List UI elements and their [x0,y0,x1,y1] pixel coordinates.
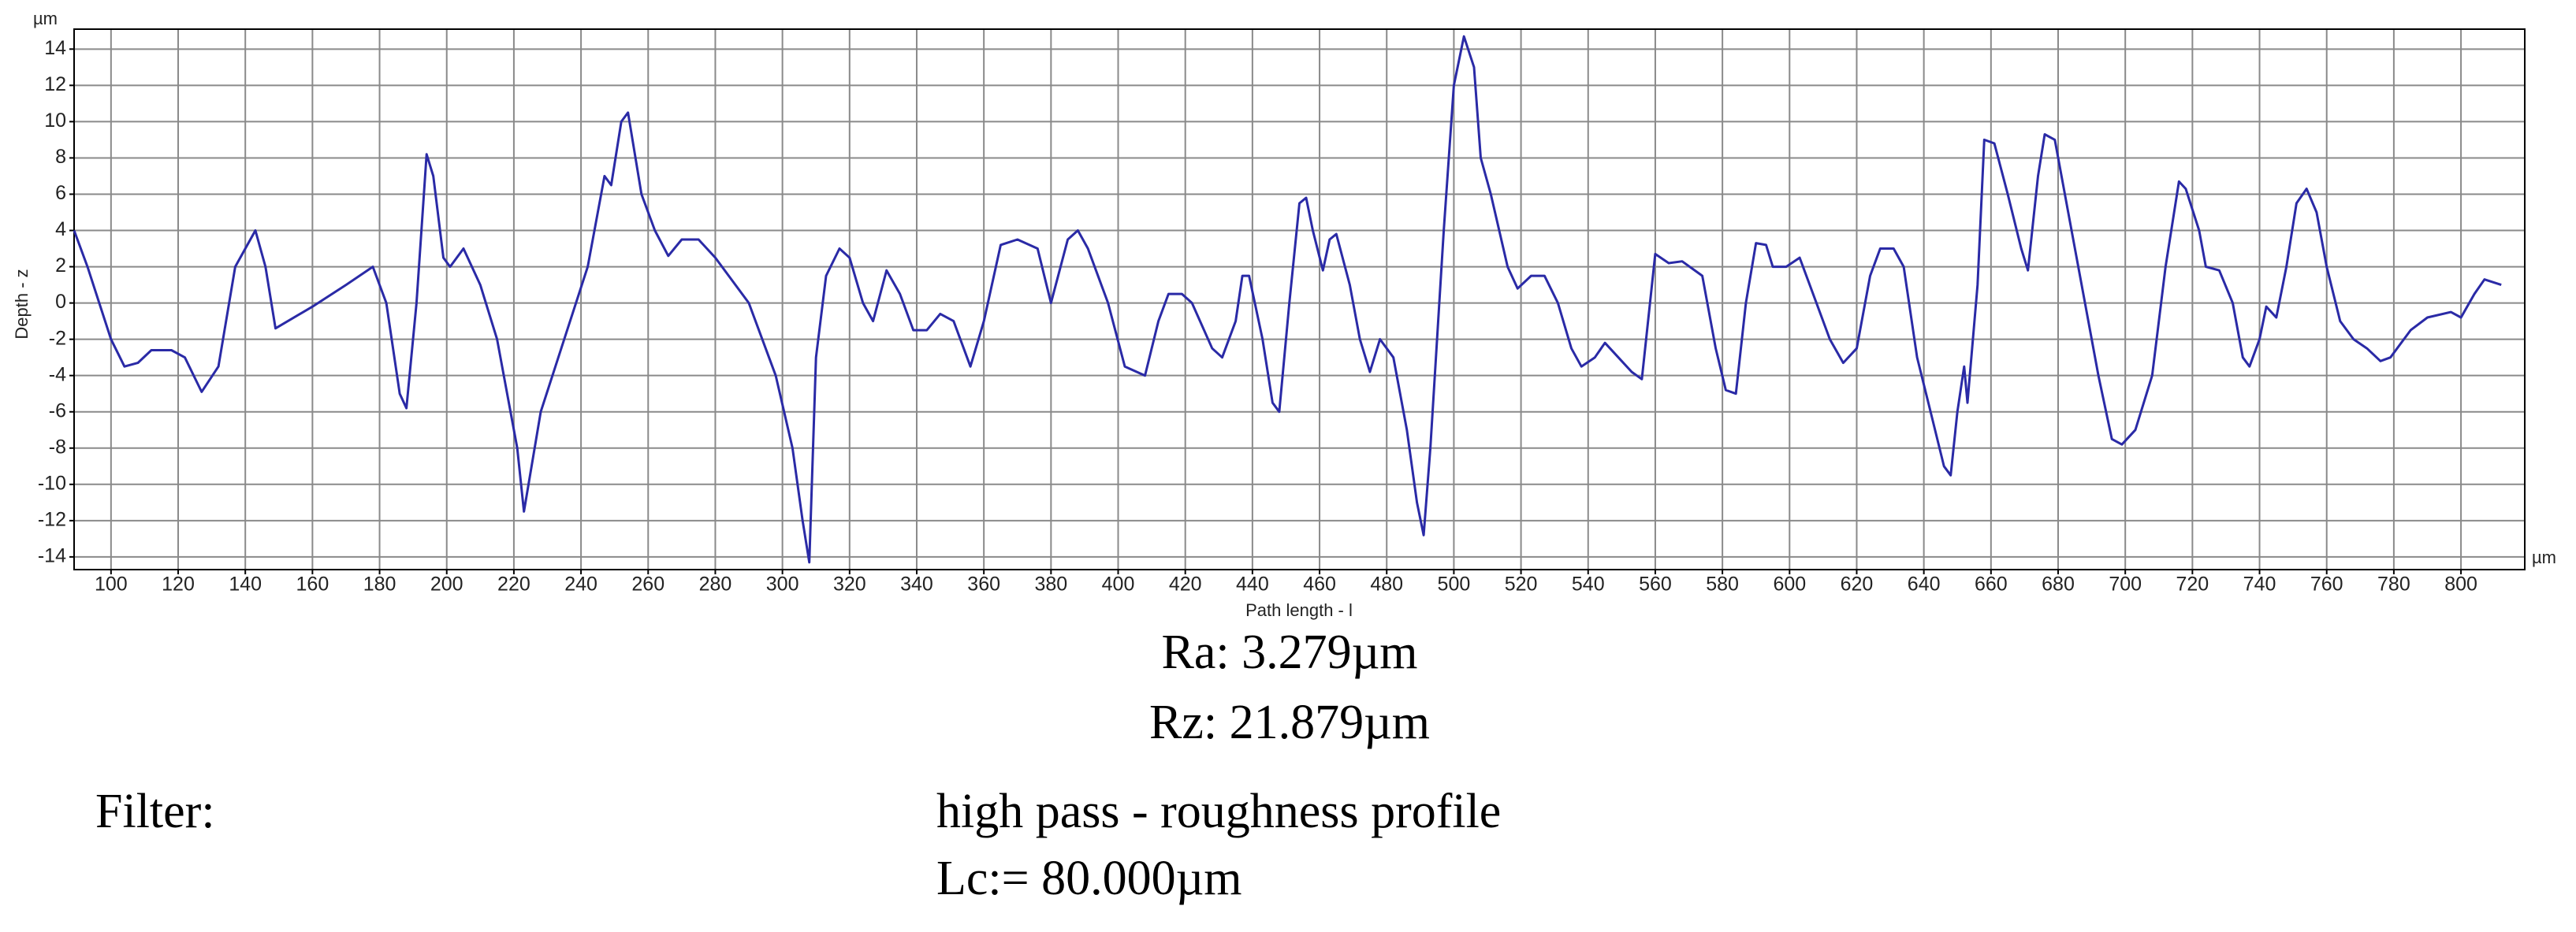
y-tick-label: 0 [55,291,66,313]
x-tick-label: 800 [2444,574,2477,596]
x-tick-label: 240 [564,574,597,596]
filter-value: high pass - roughness profile [936,785,1501,838]
x-tick-label: 360 [967,574,1000,596]
x-tick-label: 320 [833,574,866,596]
x-tick-label: 480 [1370,574,1403,596]
x-tick-label: 720 [2176,574,2209,596]
y-tick-label: 12 [44,73,66,95]
x-tick-label: 140 [229,574,262,596]
y-tick-label: -8 [49,436,66,458]
filter-label: Filter: [95,785,215,838]
x-tick-label: 740 [2243,574,2276,596]
x-tick-label: 120 [162,574,195,596]
x-tick-label: 640 [1908,574,1941,596]
y-tick-label: -14 [38,544,66,566]
x-tick-label: 400 [1102,574,1135,596]
x-tick-label: 440 [1236,574,1269,596]
x-tick-label: 500 [1438,574,1471,596]
y-tick-label: 4 [55,218,66,240]
x-tick-label: 280 [699,574,732,596]
x-tick-label: 580 [1706,574,1739,596]
x-tick-label: 620 [1841,574,1874,596]
x-tick-label: 600 [1773,574,1806,596]
grid [74,29,2525,570]
x-tick-label: 760 [2310,574,2343,596]
x-tick-label: 460 [1303,574,1336,596]
y-tick-label: -4 [49,363,66,385]
y-tick-label: -10 [38,472,66,494]
x-axis-label: Path length - l [1245,600,1353,620]
x-tick-label: 520 [1505,574,1538,596]
plot-frame [73,28,2526,570]
y-tick-label: -12 [38,508,66,530]
x-tick-label: 420 [1169,574,1202,596]
x-tick-label: 680 [2042,574,2075,596]
x-tick-label: 780 [2377,574,2410,596]
y-tick-label: 8 [55,146,66,168]
cutoff-value: Lc:= 80.000µm [936,852,1242,905]
x-tick-label: 560 [1639,574,1672,596]
y-unit: µm [33,9,58,28]
ra-value: Ra: 3.279µm [1161,626,1417,679]
x-tick-label: 300 [766,574,799,596]
x-tick-label: 260 [631,574,664,596]
x-tick-label: 100 [95,574,128,596]
x-tick-label: 200 [430,574,463,596]
x-tick-label: 180 [363,574,396,596]
y-tick-label: -6 [49,399,66,421]
x-tick-label: 340 [900,574,933,596]
x-tick-label: 220 [497,574,530,596]
x-tick-label: 160 [296,574,329,596]
y-tick-label: 2 [55,254,66,277]
y-axis-label: Depth - z [12,269,32,339]
x-tick-label: 540 [1572,574,1605,596]
y-tick-label: -2 [49,327,66,349]
y-tick-label: 14 [44,37,66,59]
profile-line [73,35,2502,564]
x-unit: µm [2532,548,2556,567]
rz-value: Rz: 21.879µm [1149,696,1430,749]
x-tick-label: 700 [2109,574,2142,596]
x-tick-label: 380 [1034,574,1067,596]
y-tick-label: 6 [55,182,66,204]
y-tick-label: 10 [44,110,66,132]
x-tick-label: 660 [1975,574,2008,596]
